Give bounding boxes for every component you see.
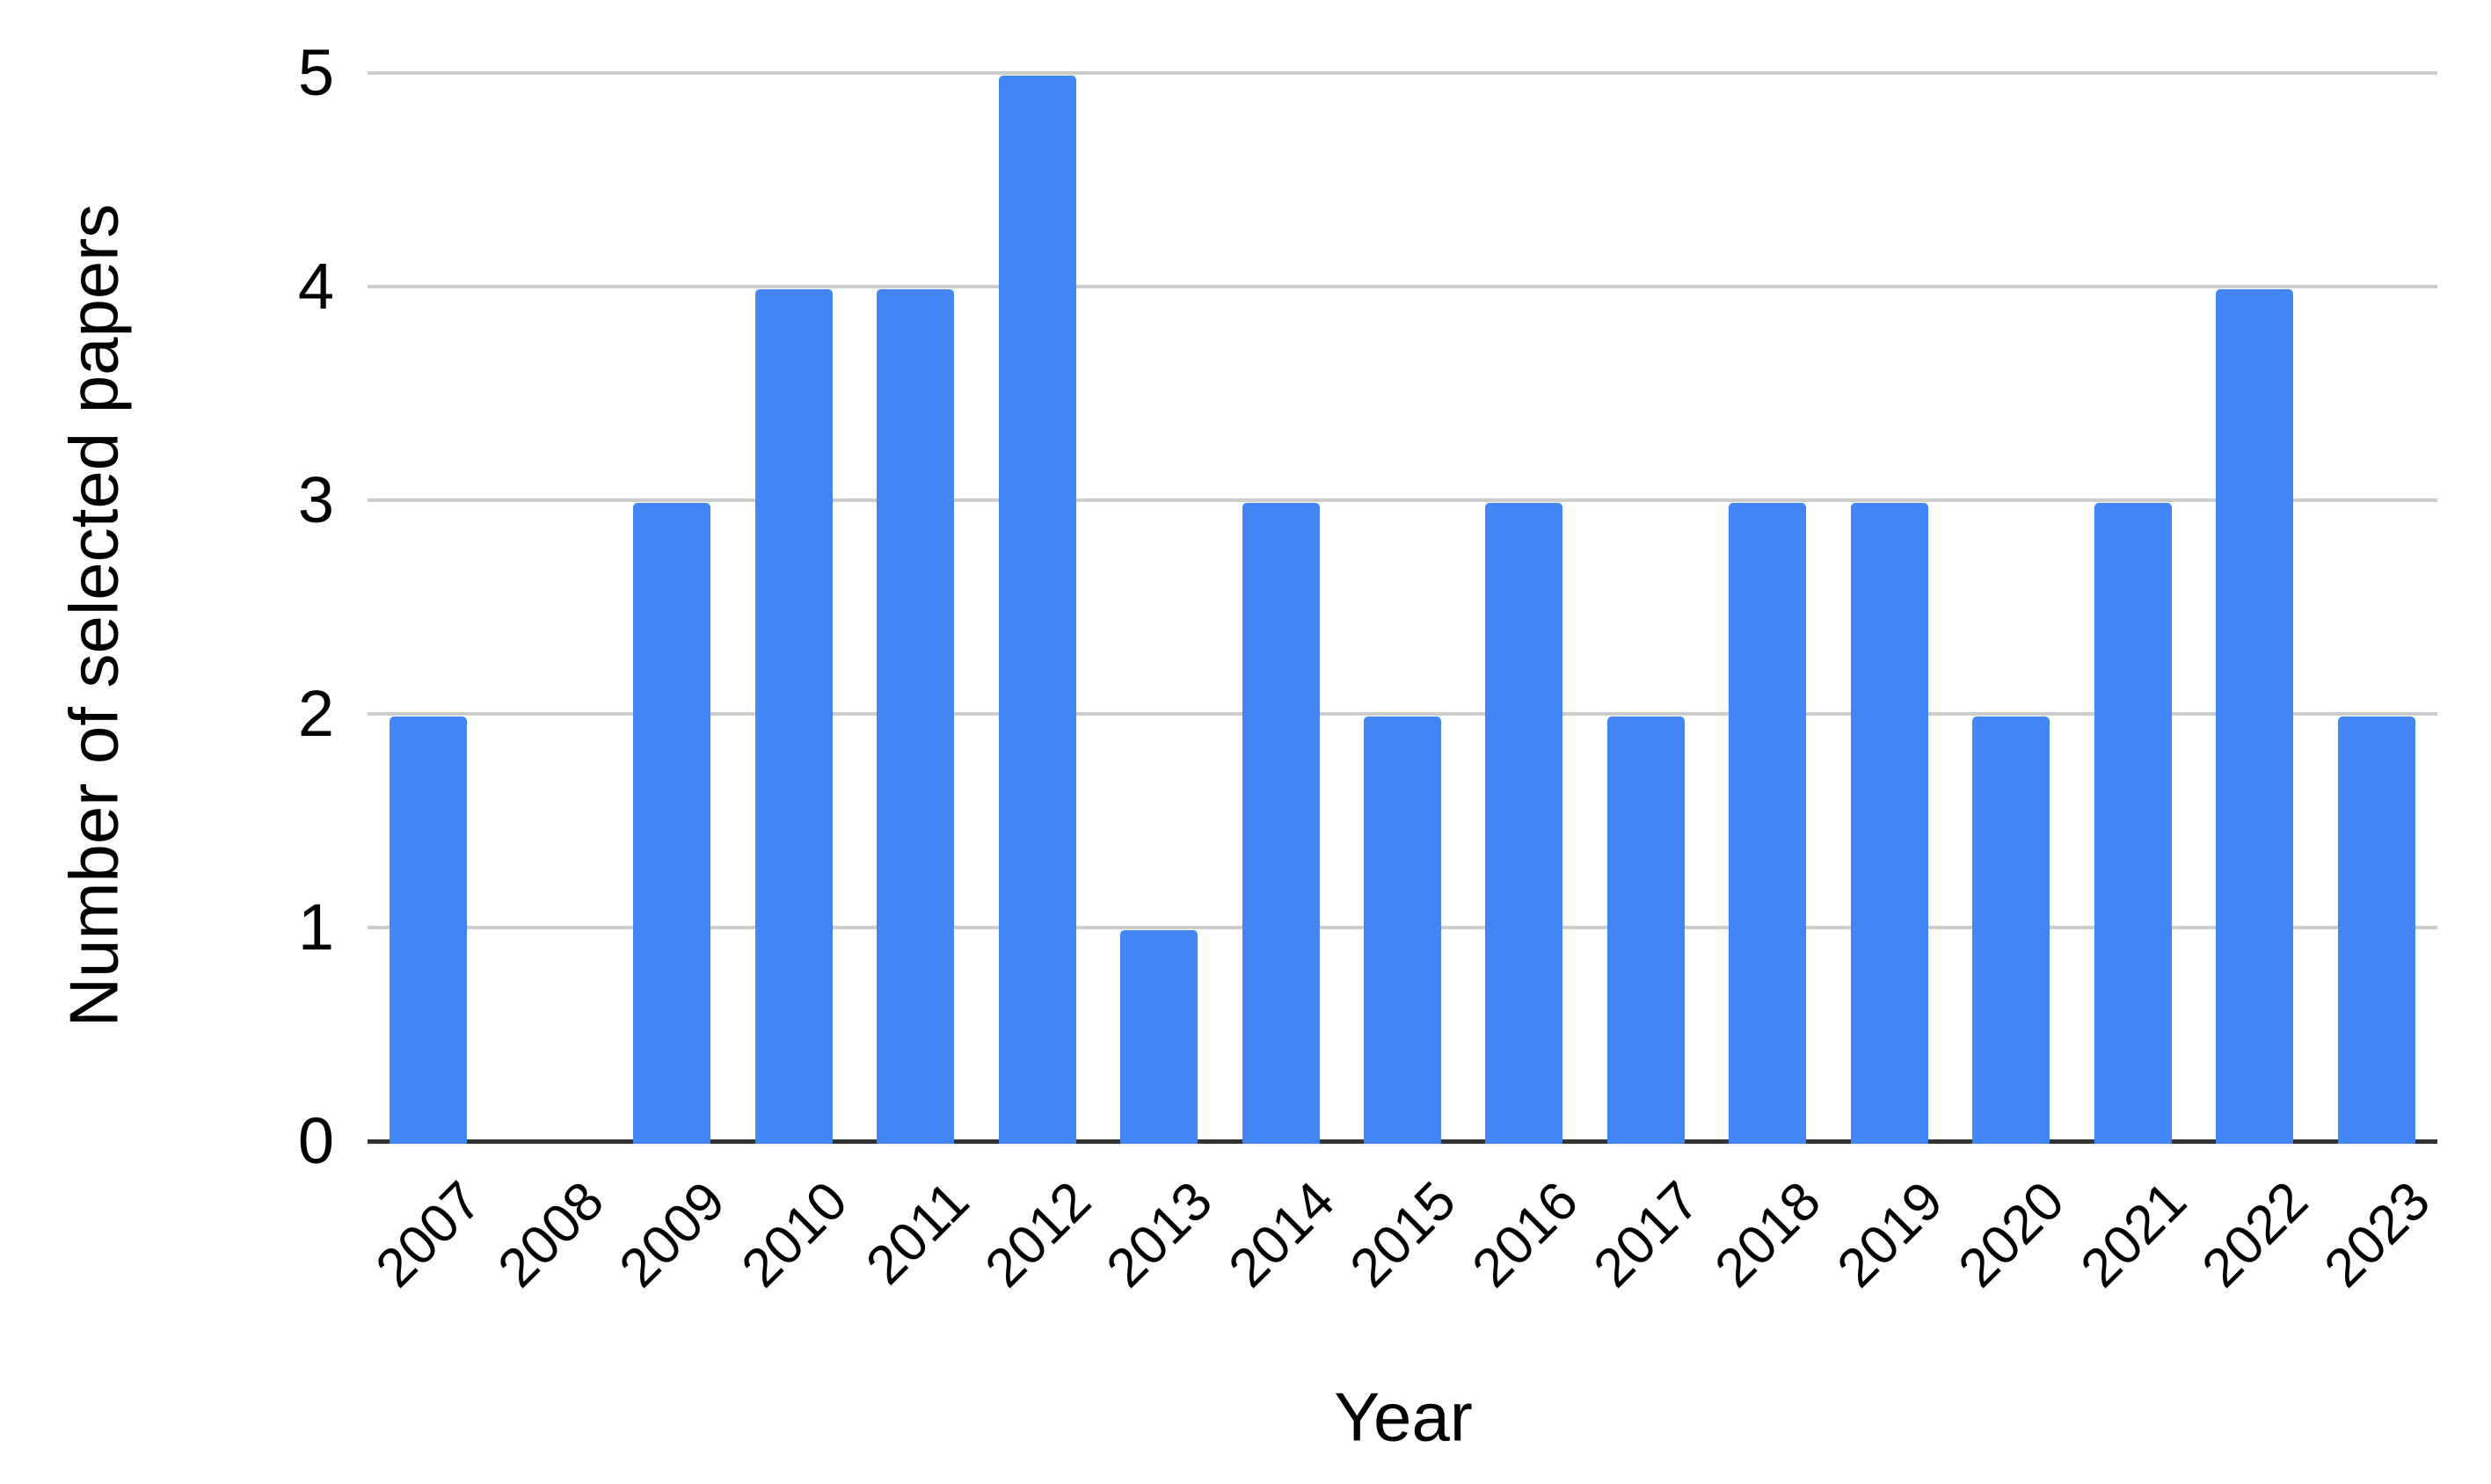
bar-2009 xyxy=(633,503,711,1144)
bar-2020 xyxy=(1972,717,2050,1144)
bar-2021 xyxy=(2094,503,2172,1144)
bar-2015 xyxy=(1364,717,1441,1144)
x-tick-label-2019: 2019 xyxy=(1825,1170,1955,1299)
bar-2007 xyxy=(390,717,468,1144)
bar-2016 xyxy=(1485,503,1563,1144)
bar-2022 xyxy=(2216,289,2294,1144)
bar-2012 xyxy=(998,76,1076,1144)
bar-2017 xyxy=(1606,717,1685,1144)
bar-2014 xyxy=(1242,503,1320,1144)
x-tick-label-2023: 2023 xyxy=(2313,1170,2442,1299)
y-tick-label-5: 5 xyxy=(297,36,334,109)
x-tick-label-2017: 2017 xyxy=(1582,1170,1711,1299)
y-tick-label-3: 3 xyxy=(297,463,334,536)
bar-2011 xyxy=(877,289,955,1144)
x-axis-title: Year xyxy=(1334,1378,1473,1456)
x-tick-label-2008: 2008 xyxy=(486,1170,615,1299)
x-tick-label-2016: 2016 xyxy=(1460,1170,1590,1299)
x-tick-label-2013: 2013 xyxy=(1095,1170,1225,1299)
x-tick-label-2020: 2020 xyxy=(1947,1170,2077,1299)
x-tick-label-2012: 2012 xyxy=(973,1170,1103,1299)
x-tick-label-2018: 2018 xyxy=(1704,1170,1833,1299)
x-tick-label-2009: 2009 xyxy=(608,1170,738,1299)
y-tick-label-0: 0 xyxy=(297,1104,334,1177)
y-tick-label-4: 4 xyxy=(297,250,334,323)
gridline-5 xyxy=(368,71,2437,75)
plot-area xyxy=(368,71,2437,1144)
gridline-4 xyxy=(368,285,2437,288)
bar-2013 xyxy=(1120,930,1198,1144)
x-tick-label-2011: 2011 xyxy=(855,1170,981,1297)
bar-2019 xyxy=(1850,503,1928,1144)
x-tick-label-2015: 2015 xyxy=(1338,1170,1468,1299)
gridline-3 xyxy=(368,498,2437,502)
bar-2023 xyxy=(2337,717,2415,1144)
bar-2010 xyxy=(754,289,833,1144)
y-tick-label-1: 1 xyxy=(297,891,334,964)
x-tick-label-2014: 2014 xyxy=(1217,1170,1346,1299)
x-tick-label-2022: 2022 xyxy=(2190,1170,2320,1299)
x-tick-label-2021: 2021 xyxy=(2069,1170,2198,1299)
gridline-2 xyxy=(368,712,2437,716)
x-axis-ticks: 2007 2008 2009 2010 2011 2012 2013 2014 2015 2016… xyxy=(364,1170,2442,1366)
x-tick-label-2010: 2010 xyxy=(730,1170,859,1299)
y-tick-label-2: 2 xyxy=(297,677,334,750)
bar-2018 xyxy=(1729,503,1807,1144)
x-tick-label-2007: 2007 xyxy=(364,1170,494,1299)
